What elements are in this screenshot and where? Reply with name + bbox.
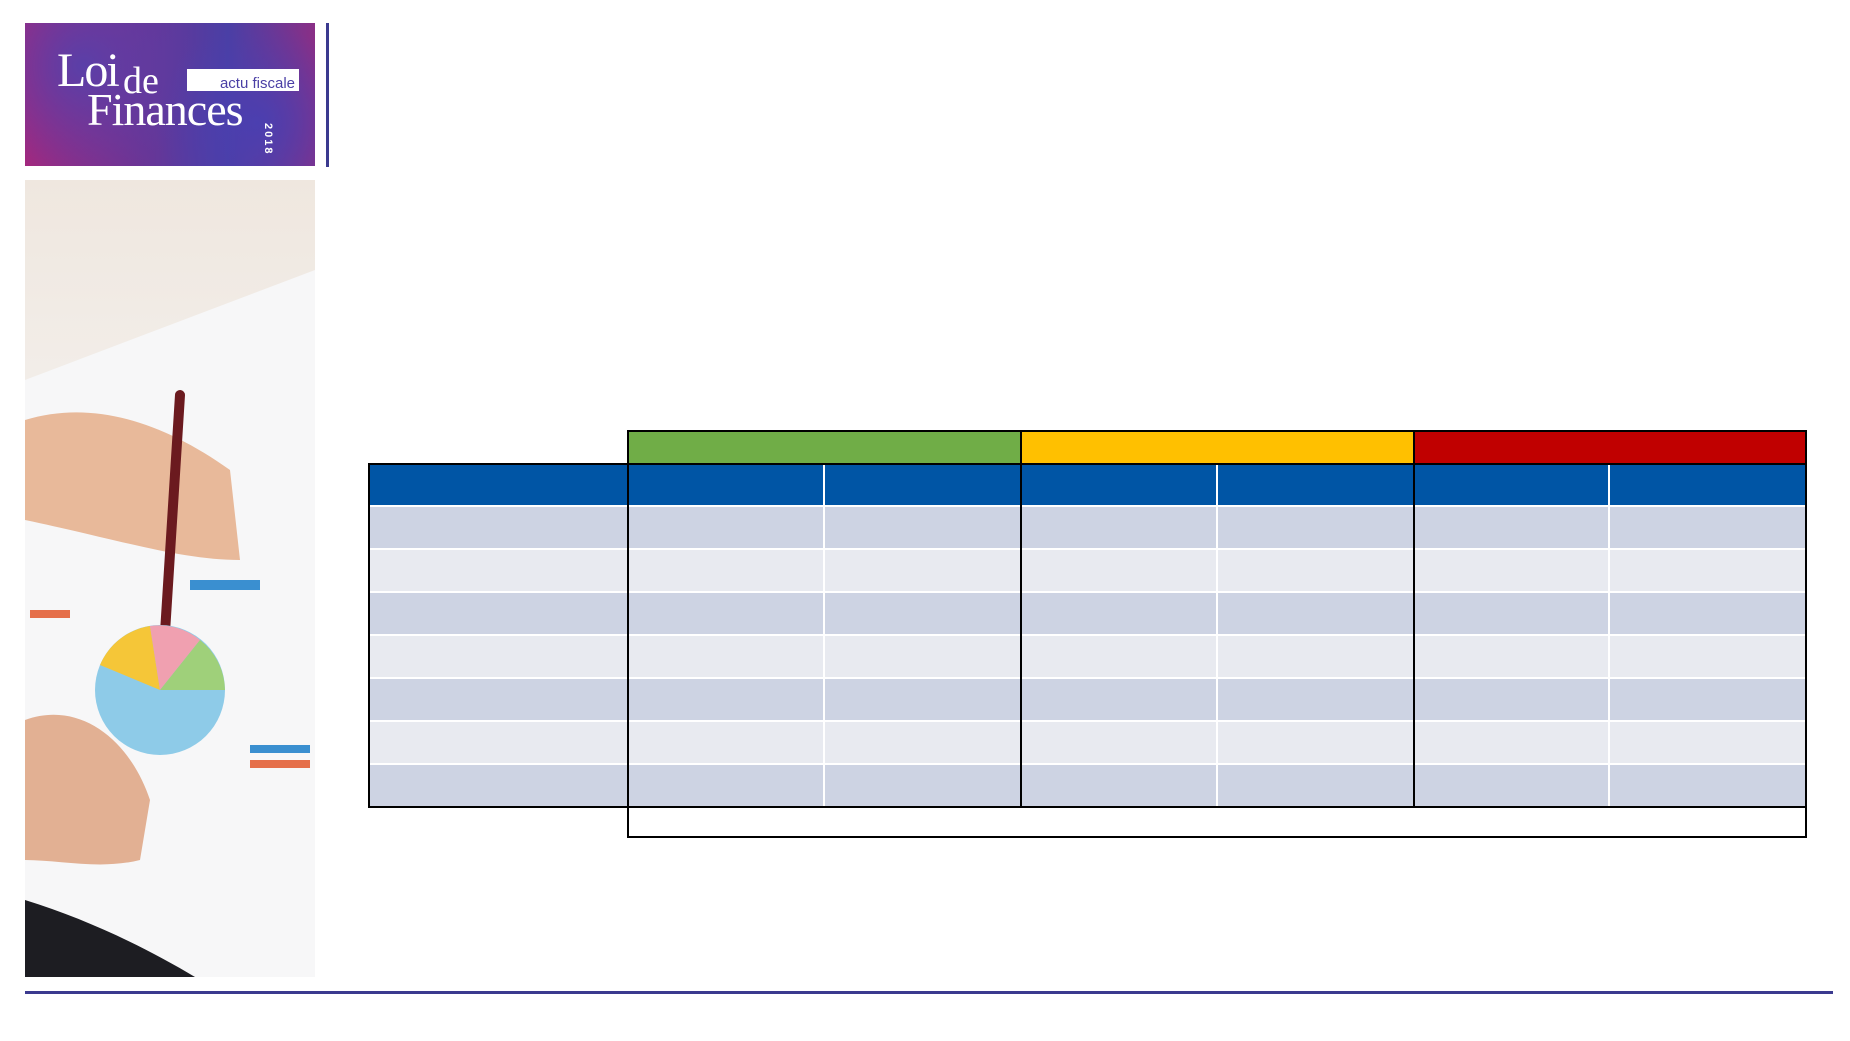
photo: [25, 180, 315, 977]
footer-row: [627, 806, 1807, 838]
table: [368, 430, 1807, 838]
divider: [25, 991, 1833, 994]
group-header: [1020, 430, 1415, 465]
logo-word: Loi: [57, 44, 120, 97]
header-row: [369, 464, 1806, 506]
group-header: [1413, 430, 1807, 465]
table-row: [369, 506, 1806, 549]
table-row: [369, 721, 1806, 764]
table-row: [369, 764, 1806, 807]
group-header: [627, 430, 1022, 465]
divider: [326, 23, 329, 167]
table-row: [369, 592, 1806, 635]
logo-word: Finances: [87, 84, 244, 135]
table-row: [369, 549, 1806, 592]
logo: Loi de Finances actu fiscale 2018: [25, 23, 315, 166]
table-row: [369, 678, 1806, 721]
logo-word: de: [123, 60, 159, 102]
table-row: [369, 635, 1806, 678]
logo-tagline: actu fiscale: [187, 69, 299, 92]
